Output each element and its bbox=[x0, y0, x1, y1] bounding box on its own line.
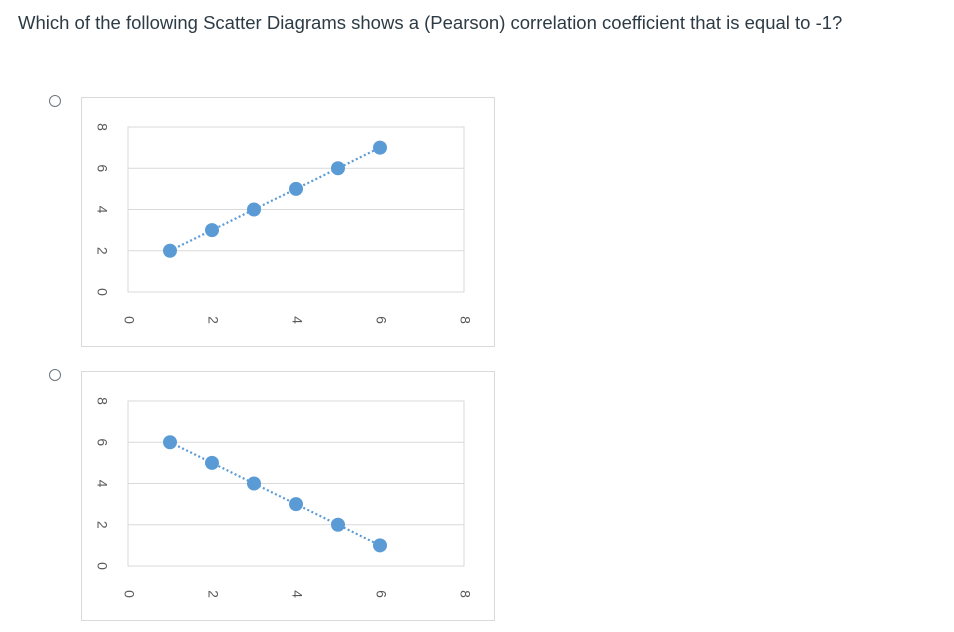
option-1-x-tick-label: 6 bbox=[373, 316, 389, 324]
option-1-scatter-chart: 0 2 4 6 8 0 2 4 6 8 bbox=[94, 123, 473, 324]
option-1-data-point-1 bbox=[163, 243, 177, 258]
option-1-x-tick-label: 4 bbox=[289, 316, 305, 324]
option-1-y-tick-label: 6 bbox=[94, 164, 110, 172]
option-2-data-point-4 bbox=[289, 497, 303, 512]
option-2-y-tick-label: 2 bbox=[94, 521, 110, 529]
option-2-trendline bbox=[169, 441, 381, 547]
option-2-radio[interactable] bbox=[49, 369, 61, 381]
option-2-x-tick-label: 8 bbox=[457, 590, 473, 598]
option-1-radio[interactable] bbox=[49, 95, 61, 107]
option-1-y-tick-label: 2 bbox=[94, 247, 110, 255]
option-1-chart-frame: 0 2 4 6 8 0 2 4 6 8 bbox=[81, 97, 495, 347]
option-2-y-tick-label: 0 bbox=[94, 562, 110, 570]
option-2-scatter-chart: 0 2 4 6 8 0 2 4 6 8 bbox=[94, 397, 473, 598]
option-2-data-point-6 bbox=[373, 538, 387, 553]
option-1-data-point-6 bbox=[373, 140, 387, 155]
option-2-y-tick-label: 6 bbox=[94, 438, 110, 446]
option-2-x-tick-label: 0 bbox=[121, 590, 137, 598]
option-1-x-tick-label: 2 bbox=[205, 316, 221, 324]
option-2-data-point-2 bbox=[205, 455, 219, 470]
option-2-y-tick-label: 8 bbox=[94, 397, 110, 405]
option-2-x-tick-label: 4 bbox=[289, 590, 305, 598]
question-text: Which of the following Scatter Diagrams … bbox=[18, 12, 843, 33]
option-2-data-point-5 bbox=[331, 517, 345, 532]
answer-option-2[interactable]: 0 2 4 6 8 0 2 4 6 8 bbox=[0, 369, 954, 624]
option-1-data-point-3 bbox=[247, 202, 261, 217]
option-1-trendline bbox=[169, 146, 381, 252]
option-1-y-tick-label: 8 bbox=[94, 123, 110, 131]
option-2-x-tick-label: 6 bbox=[373, 590, 389, 598]
option-1-data-point-5 bbox=[331, 161, 345, 176]
option-1-y-tick-label: 4 bbox=[94, 206, 110, 214]
option-1-x-tick-label: 8 bbox=[457, 316, 473, 324]
option-1-data-point-2 bbox=[205, 223, 219, 238]
option-2-y-tick-label: 4 bbox=[94, 480, 110, 488]
option-2-data-point-3 bbox=[247, 476, 261, 491]
option-2-chart-frame: 0 2 4 6 8 0 2 4 6 8 bbox=[81, 371, 495, 621]
answer-option-1[interactable]: 0 2 4 6 8 0 2 4 6 8 bbox=[0, 95, 954, 350]
option-2-x-tick-label: 2 bbox=[205, 590, 221, 598]
option-1-data-point-4 bbox=[289, 181, 303, 196]
option-2-data-point-1 bbox=[163, 435, 177, 450]
option-1-y-tick-label: 0 bbox=[94, 288, 110, 296]
option-1-x-tick-label: 0 bbox=[121, 316, 137, 324]
